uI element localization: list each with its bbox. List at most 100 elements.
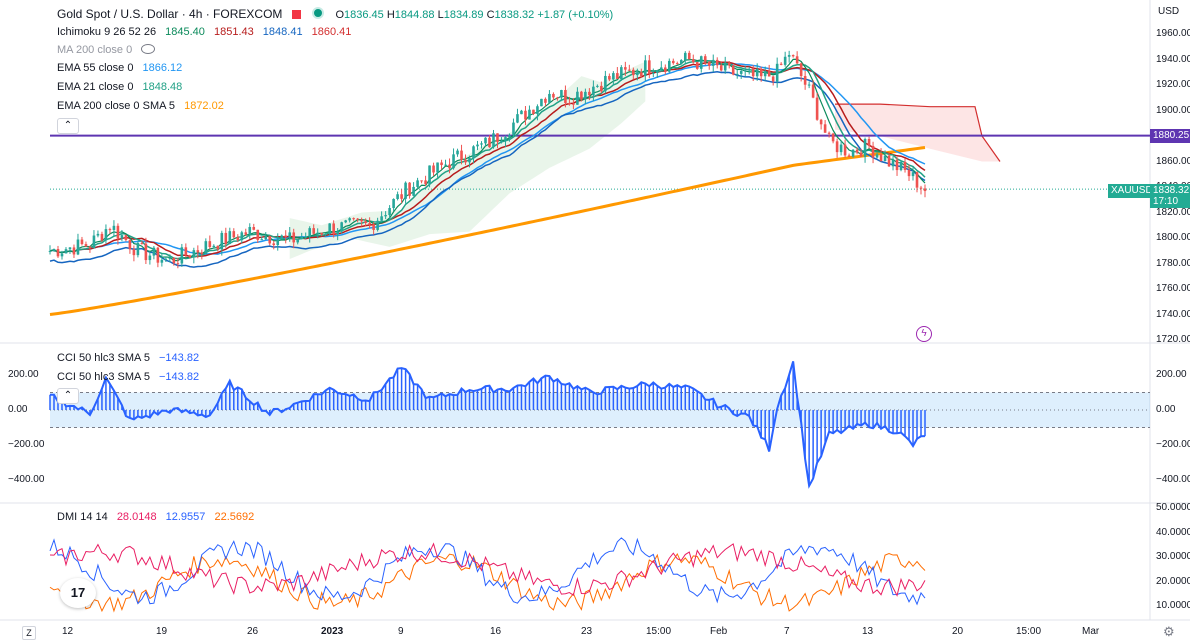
candle-body <box>400 194 403 199</box>
cci-line <box>49 361 926 489</box>
candle-body <box>252 227 256 230</box>
candle-body <box>679 60 683 64</box>
dmi-adx-value: 28.0148 <box>116 511 157 523</box>
candle-body <box>80 239 84 245</box>
candle-body <box>719 65 723 71</box>
candle-body <box>244 232 248 235</box>
legend-cci-2[interactable]: CCI 50 hlc3 SMA 5 −143.82 <box>57 371 205 384</box>
candle-body <box>52 249 56 251</box>
hline-price-tag: 1880.25 <box>1150 129 1190 143</box>
candle-body <box>576 91 579 105</box>
lightning-icon[interactable]: ϟ <box>916 326 932 342</box>
candle-body <box>536 106 539 114</box>
candle-body <box>240 232 244 241</box>
candle-body <box>228 231 232 244</box>
candle-body <box>416 180 419 187</box>
price-tick-label: 1960.00 <box>1156 28 1190 39</box>
candle-body <box>92 235 96 249</box>
ema200-value: 1872.02 <box>184 100 224 112</box>
candle-body <box>580 91 583 100</box>
candle-body <box>867 139 871 146</box>
candle-body <box>236 237 240 241</box>
candle-body <box>60 253 64 257</box>
legend-collapse-button[interactable]: ⌃ <box>57 118 79 134</box>
candle-body <box>376 220 379 230</box>
candle-body <box>823 124 827 133</box>
currency-label[interactable]: USD <box>1158 6 1180 17</box>
candle-body <box>300 236 304 240</box>
candle-body <box>763 71 767 77</box>
candle-body <box>683 52 687 61</box>
candle-body <box>180 247 184 264</box>
legend-dmi[interactable]: DMI 14 14 28.0148 12.9557 22.5692 <box>57 511 260 524</box>
candle-body <box>803 76 807 85</box>
candle-body <box>723 62 727 71</box>
low-label: L <box>437 9 444 21</box>
cci-tick-label: −400.00 <box>1156 474 1190 485</box>
legend-cci-1[interactable]: CCI 50 hlc3 SMA 5 −143.82 <box>57 352 205 365</box>
candle-body <box>188 255 192 258</box>
candle-body <box>116 225 120 239</box>
candle-body <box>420 180 423 182</box>
time-tick-label: 13 <box>862 626 874 637</box>
candle-body <box>208 241 212 248</box>
candle-body <box>532 109 535 114</box>
candle-body <box>500 141 503 143</box>
candle-body <box>628 69 631 71</box>
symbol-title[interactable]: Gold Spot / U.S. Dollar · 4h · FOREXCOM <box>57 7 283 21</box>
candle-body <box>596 85 599 87</box>
candle-body <box>408 182 411 196</box>
candle-body <box>384 215 387 217</box>
market-status-icon[interactable] <box>312 7 325 19</box>
legend-ma200[interactable]: MA 200 close 0 <box>57 44 161 57</box>
legend-ema200[interactable]: EMA 200 close 0 SMA 5 1872.02 <box>57 100 230 113</box>
flag-icon[interactable] <box>291 10 301 19</box>
candle-body <box>731 65 735 75</box>
candle-body <box>747 68 751 71</box>
candle-body <box>544 98 547 103</box>
symbol-price-tag: XAUUSD <box>1108 184 1156 198</box>
legend-ichimoku[interactable]: Ichimoku 9 26 52 26 1845.40 1851.43 1848… <box>57 26 357 39</box>
candle-body <box>472 146 475 159</box>
candle-body <box>492 133 495 148</box>
candle-body <box>504 137 507 142</box>
settings-gear-icon[interactable]: ⚙ <box>1163 624 1175 639</box>
candle-body <box>604 75 607 92</box>
candle-body <box>767 71 771 77</box>
candle-body <box>863 139 867 157</box>
tradingview-logo[interactable]: 17 <box>60 578 96 608</box>
price-pane[interactable] <box>48 50 1150 316</box>
candle-body <box>460 150 463 160</box>
candle-body <box>340 222 343 232</box>
candle-body <box>759 69 763 77</box>
time-tick-label: Feb <box>710 626 728 637</box>
legend-ema55[interactable]: EMA 55 close 0 1866.12 <box>57 62 188 75</box>
candle-body <box>508 134 511 138</box>
ema21-value: 1848.48 <box>142 81 183 93</box>
cci-legend-collapse-button[interactable]: ⌃ <box>57 388 79 404</box>
candle-body <box>316 232 319 234</box>
dmi-pane[interactable] <box>49 537 926 613</box>
time-tick-label: 7 <box>784 626 790 637</box>
candle-body <box>839 144 843 153</box>
candle-body <box>108 229 112 231</box>
ichimoku-label: Ichimoku 9 26 52 26 <box>57 26 157 38</box>
candle-body <box>624 67 627 70</box>
candle-body <box>304 236 308 238</box>
candle-body <box>292 232 296 243</box>
candle-body <box>296 239 300 243</box>
candle-body <box>879 154 883 162</box>
zoom-icon[interactable]: Z <box>22 626 36 640</box>
price-tick-label: 1760.00 <box>1156 283 1190 294</box>
candle-body <box>564 90 567 103</box>
candle-body <box>212 245 216 248</box>
candle-body <box>843 144 847 156</box>
legend-ema21[interactable]: EMA 21 close 0 1848.48 <box>57 81 188 94</box>
candle-body <box>875 154 879 158</box>
eye-hidden-icon[interactable] <box>141 44 156 54</box>
candle-body <box>584 91 587 100</box>
candle-body <box>312 228 315 234</box>
cci-pane[interactable] <box>49 361 1150 489</box>
candle-body <box>260 239 264 241</box>
